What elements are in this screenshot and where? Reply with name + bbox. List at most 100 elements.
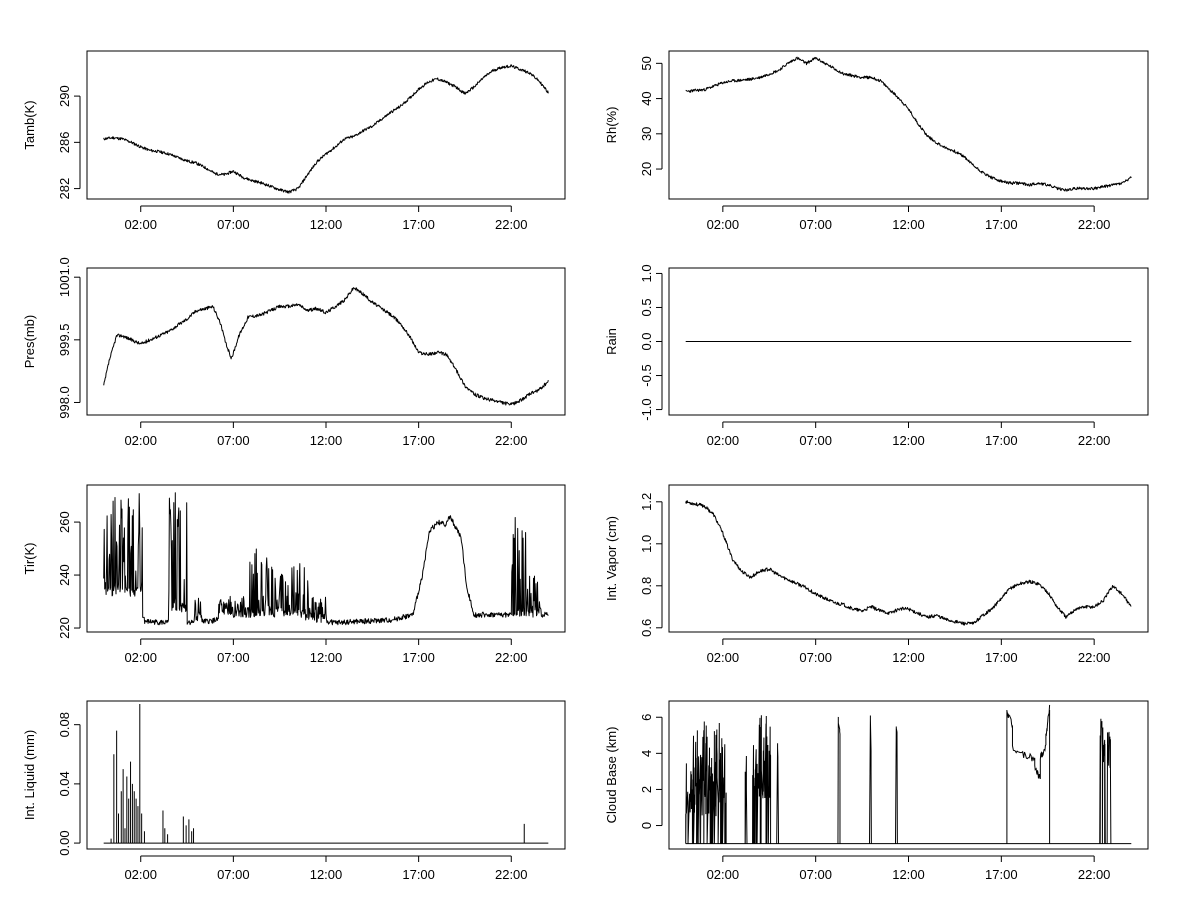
y-tick-label: 282	[57, 178, 72, 200]
y-tick-label: 999.5	[57, 324, 72, 357]
x-tick-label: 22:00	[495, 867, 528, 882]
x-tick-label: 02:00	[124, 867, 157, 882]
y-tick-label: 2	[639, 786, 654, 793]
y-tick-label: 0.5	[639, 298, 654, 316]
x-tick-label: 17:00	[985, 867, 1018, 882]
y-tick-label: 30	[639, 127, 654, 141]
y-axis-label: Int. Vapor (cm)	[604, 516, 619, 601]
panel-rain: 02:00 07:00 12:00 17:00 22:00 -1.0 -0.5 0.0 0.5 1…	[604, 264, 1149, 448]
x-tick-label: 07:00	[799, 217, 832, 232]
data-series	[103, 703, 549, 844]
data-series	[103, 64, 549, 194]
panel-int-liquid: 02:00 07:00 12:00 17:00 22:00 0.00 0.04 0.08 Int…	[22, 700, 566, 882]
x-tick-label: 22:00	[1078, 217, 1111, 232]
data-series	[685, 56, 1132, 192]
y-tick-label: 0.00	[57, 830, 72, 855]
y-axis-label: Int. Liquid (mm)	[22, 730, 37, 820]
y-tick-label: 220	[57, 617, 72, 639]
x-tick-label: 17:00	[402, 217, 435, 232]
data-series	[103, 492, 549, 626]
y-tick-label: 0.0	[639, 332, 654, 350]
x-tick-label: 22:00	[495, 433, 528, 448]
y-axis-label: Tamb(K)	[22, 100, 37, 149]
y-tick-label: 0	[639, 822, 654, 829]
y-tick-label: 4	[639, 750, 654, 757]
x-tick-label: 17:00	[402, 650, 435, 665]
plot-frame	[86, 50, 566, 200]
x-tick-label: 22:00	[1078, 650, 1111, 665]
x-tick-label: 12:00	[310, 650, 343, 665]
x-tick-label: 17:00	[985, 433, 1018, 448]
y-axis-label: Tir(K)	[22, 542, 37, 574]
y-tick-label: 1.2	[639, 493, 654, 511]
y-tick-label: 20	[639, 162, 654, 176]
y-tick-label: 1.0	[639, 264, 654, 282]
x-tick-label: 12:00	[892, 650, 925, 665]
plot-frame	[668, 50, 1149, 200]
x-tick-label: 02:00	[707, 217, 740, 232]
y-tick-label: 40	[639, 91, 654, 105]
x-tick-label: 17:00	[402, 433, 435, 448]
y-axis-label: Pres(mb)	[22, 315, 37, 368]
y-tick-label: 240	[57, 564, 72, 586]
x-tick-label: 02:00	[707, 433, 740, 448]
data-series	[103, 287, 549, 406]
y-tick-label: 0.04	[57, 771, 72, 796]
y-tick-label: 1001.0	[57, 257, 72, 297]
plot-frame	[86, 700, 566, 850]
panel-pres: 02:00 07:00 12:00 17:00 22:00 998.0 999.5 1001.…	[22, 257, 566, 448]
x-tick-label: 22:00	[495, 217, 528, 232]
y-tick-label: 290	[57, 85, 72, 107]
x-tick-label: 07:00	[217, 433, 250, 448]
x-tick-label: 12:00	[310, 217, 343, 232]
panel-tir: 02:00 07:00 12:00 17:00 22:00 220 240 260 Tir(K)	[22, 484, 566, 665]
panel-int-vapor: 02:00 07:00 12:00 17:00 22:00 0.6 0.8 1.0 1.2 Int…	[604, 484, 1149, 665]
x-tick-label: 12:00	[892, 433, 925, 448]
x-tick-label: 22:00	[1078, 867, 1111, 882]
x-tick-label: 07:00	[799, 867, 832, 882]
plot-frame	[668, 700, 1149, 850]
x-tick-label: 02:00	[707, 650, 740, 665]
y-tick-label: 1.0	[639, 535, 654, 553]
x-tick-label: 22:00	[1078, 433, 1111, 448]
x-tick-label: 02:00	[124, 650, 157, 665]
x-tick-label: 12:00	[892, 867, 925, 882]
plot-frame	[668, 267, 1149, 416]
y-tick-label: 286	[57, 131, 72, 153]
x-tick-label: 07:00	[217, 867, 250, 882]
panel-rh: 02:00 07:00 12:00 17:00 22:00 20 30 40 50 Rh(%)	[604, 50, 1149, 232]
y-tick-label: -1.0	[639, 398, 654, 420]
y-tick-label: 6	[639, 714, 654, 721]
x-tick-label: 02:00	[124, 217, 157, 232]
y-axis-label: Rain	[604, 328, 619, 355]
x-tick-label: 12:00	[310, 433, 343, 448]
y-tick-label: 50	[639, 56, 654, 70]
y-axis-label: Rh(%)	[604, 107, 619, 144]
x-tick-label: 07:00	[217, 650, 250, 665]
data-series	[685, 704, 1132, 845]
panel-cloud-base: 02:00 07:00 12:00 17:00 22:00 0 2 4 6 Cloud Base …	[604, 700, 1149, 882]
x-tick-label: 02:00	[707, 867, 740, 882]
x-tick-label: 12:00	[310, 867, 343, 882]
plot-frame	[86, 267, 566, 416]
x-tick-label: 07:00	[799, 433, 832, 448]
x-tick-label: 07:00	[217, 217, 250, 232]
y-tick-label: 0.6	[639, 619, 654, 637]
y-tick-label: 260	[57, 511, 72, 533]
x-tick-label: 17:00	[985, 650, 1018, 665]
data-series	[685, 500, 1132, 626]
y-axis-label: Cloud Base (km)	[604, 727, 619, 824]
x-tick-label: 22:00	[495, 650, 528, 665]
x-tick-label: 07:00	[799, 650, 832, 665]
y-tick-label: -0.5	[639, 364, 654, 386]
x-tick-label: 02:00	[124, 433, 157, 448]
x-tick-label: 17:00	[402, 867, 435, 882]
y-tick-label: 0.08	[57, 712, 72, 737]
y-tick-label: 0.8	[639, 577, 654, 595]
y-tick-label: 998.0	[57, 386, 72, 419]
plot-frame	[668, 484, 1149, 633]
x-tick-label: 17:00	[985, 217, 1018, 232]
panel-tamb: 02:00 07:00 12:00 17:00 22:00 282 286 290 Tamb(K…	[22, 50, 566, 232]
x-tick-label: 12:00	[892, 217, 925, 232]
